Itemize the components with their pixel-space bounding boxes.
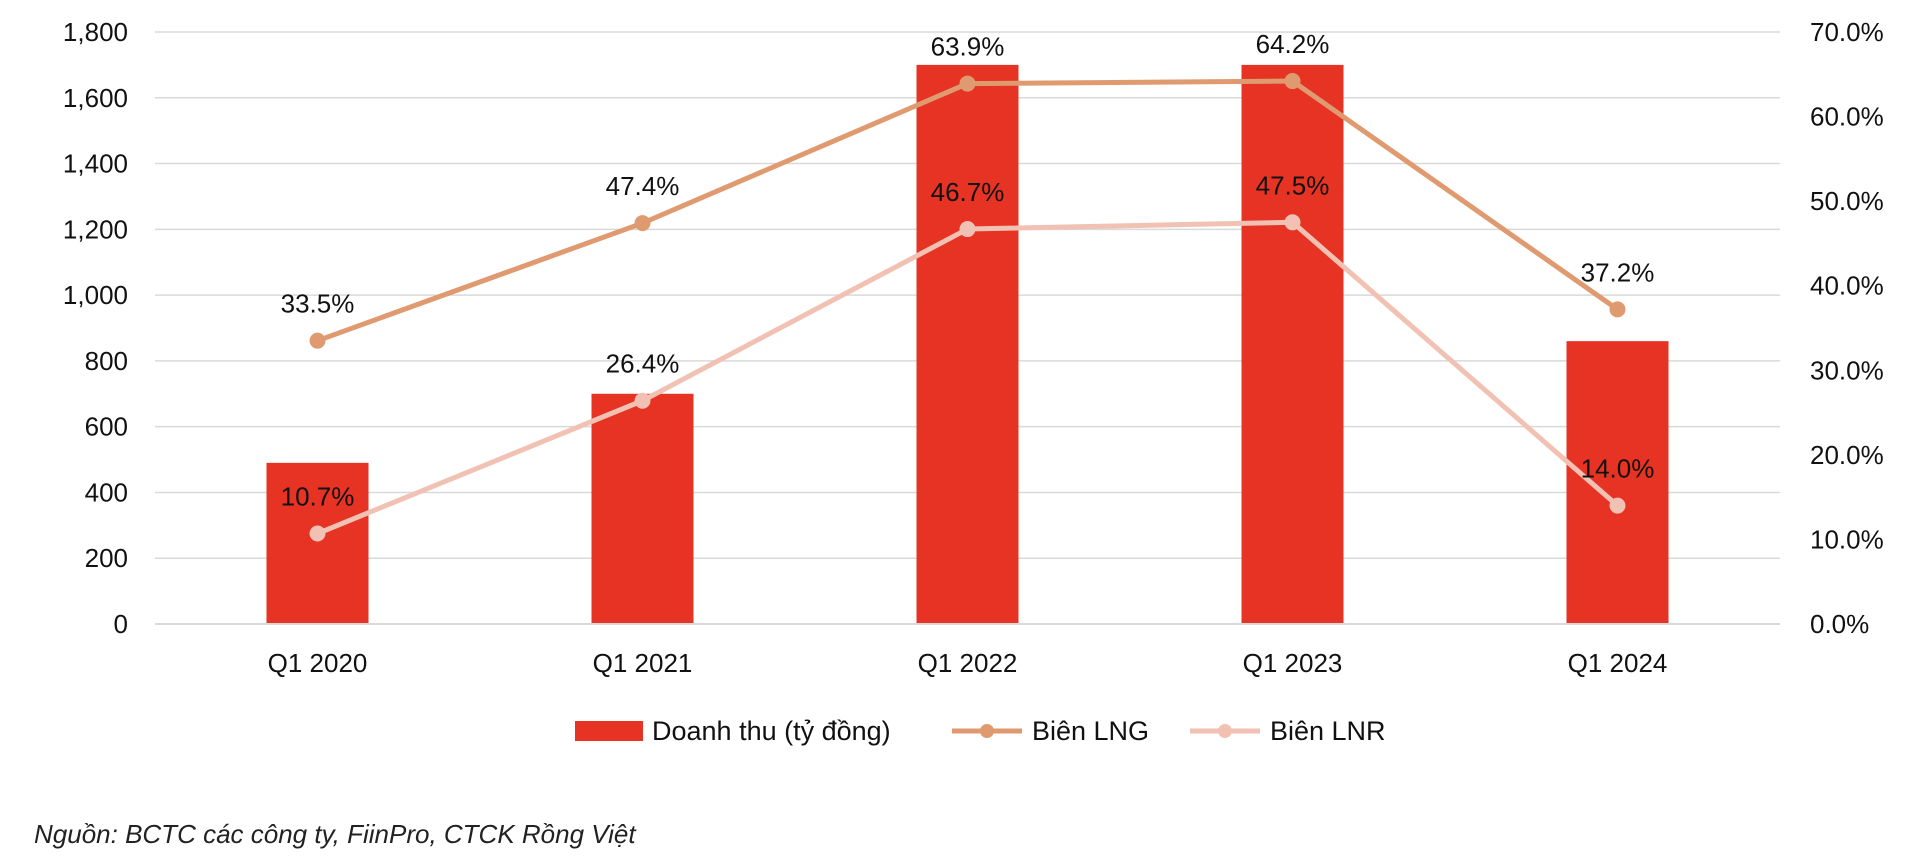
data-labels: 33.5% 47.4% 63.9% 64.2% 37.2% 10.7% 26.4% 46.7%… <box>281 29 1655 511</box>
left-tick-label: 400 <box>85 477 128 507</box>
x-tick-label: Q1 2024 <box>1568 648 1668 678</box>
point-lnr <box>959 221 976 238</box>
x-tick-label: Q1 2022 <box>918 648 1018 678</box>
data-label-lnr: 47.5% <box>1256 170 1330 200</box>
x-tick-label: Q1 2023 <box>1243 648 1343 678</box>
left-tick-label: 1,400 <box>63 149 128 179</box>
point-lng <box>309 332 326 349</box>
legend-marker-lnr <box>1218 724 1232 738</box>
bar-q1-2024 <box>1566 341 1669 624</box>
bar-q1-2022 <box>916 64 1019 624</box>
point-lnr <box>309 525 326 542</box>
lines <box>309 73 1626 542</box>
point-lnr <box>634 392 651 409</box>
bars <box>266 64 1669 624</box>
point-lng <box>1284 73 1301 90</box>
data-label-lng: 63.9% <box>931 32 1005 62</box>
left-tick-label: 0 <box>114 609 128 639</box>
point-lng <box>959 75 976 92</box>
left-tick-label: 1,600 <box>63 83 128 113</box>
legend-label-revenue: Doanh thu (tỷ đồng) <box>652 716 891 746</box>
point-lnr <box>1609 497 1626 514</box>
axes: 0 200 400 600 800 1,000 1,200 1,400 1,600 1,800 0.… <box>63 17 1884 678</box>
data-label-lnr: 46.7% <box>931 177 1005 207</box>
data-label-lng: 33.5% <box>281 289 355 319</box>
point-lng <box>1609 301 1626 318</box>
point-lnr <box>1284 214 1301 231</box>
data-label-lnr: 10.7% <box>281 482 355 512</box>
right-tick-label: 40.0% <box>1810 271 1884 301</box>
data-label-lng: 64.2% <box>1256 29 1330 59</box>
legend-label-lnr: Biên LNR <box>1270 716 1386 746</box>
data-label-lng: 47.4% <box>606 171 680 201</box>
left-tick-label: 1,000 <box>63 280 128 310</box>
legend-label-lng: Biên LNG <box>1032 716 1149 746</box>
data-label-lnr: 14.0% <box>1581 454 1655 484</box>
x-tick-label: Q1 2021 <box>593 648 693 678</box>
right-tick-label: 60.0% <box>1810 102 1884 132</box>
left-tick-label: 200 <box>85 543 128 573</box>
bar-q1-2021 <box>591 393 694 624</box>
left-tick-label: 1,200 <box>63 214 128 244</box>
data-label-lng: 37.2% <box>1581 257 1655 287</box>
legend: Doanh thu (tỷ đồng) Biên LNG Biên LNR <box>575 716 1386 746</box>
legend-swatch-revenue <box>575 721 643 741</box>
right-tick-label: 0.0% <box>1810 609 1869 639</box>
right-tick-label: 70.0% <box>1810 17 1884 47</box>
left-tick-label: 800 <box>85 346 128 376</box>
right-tick-label: 20.0% <box>1810 440 1884 470</box>
data-label-lnr: 26.4% <box>606 349 680 379</box>
right-tick-label: 30.0% <box>1810 355 1884 385</box>
left-tick-label: 1,800 <box>63 17 128 47</box>
bar-q1-2023 <box>1241 64 1344 624</box>
source-note: Nguồn: BCTC các công ty, FiinPro, CTCK R… <box>34 819 637 849</box>
right-tick-label: 50.0% <box>1810 186 1884 216</box>
bar-q1-2020 <box>266 462 369 624</box>
x-tick-label: Q1 2020 <box>268 648 368 678</box>
right-tick-label: 10.0% <box>1810 524 1884 554</box>
left-tick-label: 600 <box>85 412 128 442</box>
legend-marker-lng <box>980 724 994 738</box>
point-lng <box>634 215 651 232</box>
